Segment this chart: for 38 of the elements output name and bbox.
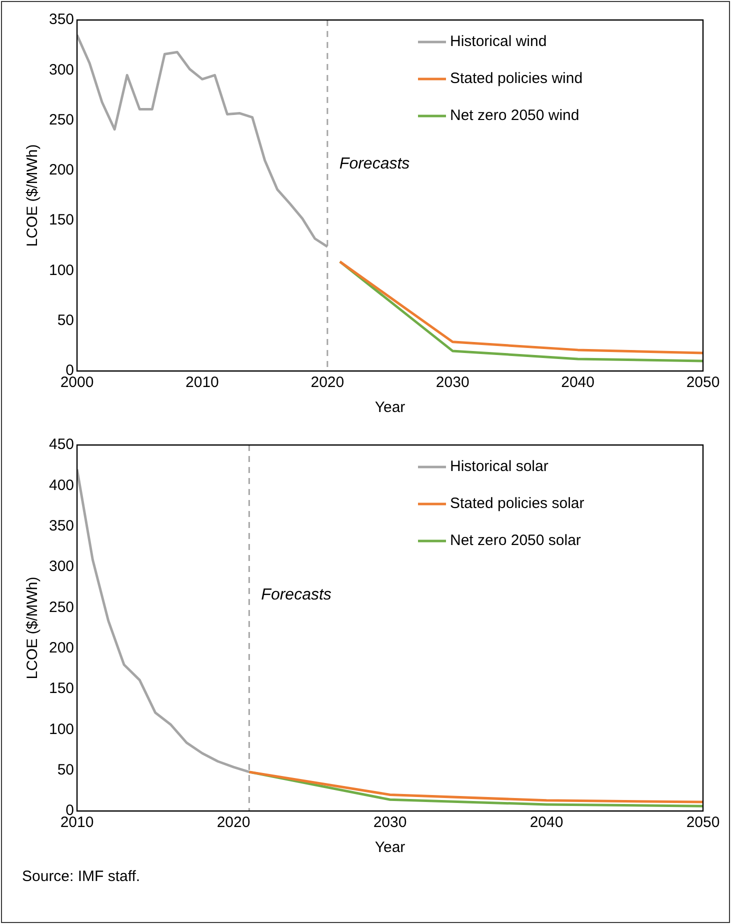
x-tick-label: 2030 (436, 374, 470, 392)
y-axis-title: LCOE ($/MWh) (24, 576, 42, 680)
y-tick-label: 200 (48, 162, 74, 179)
y-tick-label: 50 (57, 761, 74, 778)
x-tick-label: 2050 (686, 374, 720, 392)
legend-label: Historical solar (450, 458, 548, 476)
y-tick-label: 250 (48, 598, 74, 616)
y-tick-label: 350 (48, 11, 74, 28)
y-tick-label: 150 (48, 212, 74, 229)
y-axis-title: LCOE ($/MWh) (24, 144, 42, 247)
x-tick-label: 2020 (216, 814, 250, 832)
y-tick-label: 150 (48, 680, 74, 698)
x-tick-label: 2040 (561, 374, 594, 392)
x-tick-label: 2040 (530, 814, 564, 832)
source-note: Source: IMF staff. (22, 868, 140, 885)
legend-label: Historical wind (450, 33, 547, 50)
annotation: Forecasts (339, 155, 410, 172)
x-axis-title: Year (374, 399, 406, 416)
x-tick-label: 2010 (186, 374, 219, 392)
y-tick-label: 100 (48, 720, 74, 738)
y-tick-label: 400 (48, 476, 74, 494)
annotation: Forecasts (261, 586, 332, 604)
x-tick-label: 2020 (310, 374, 344, 392)
legend-label: Net zero 2050 wind (450, 107, 580, 124)
y-tick-label: 350 (48, 517, 74, 534)
legend-label: Net zero 2050 solar (450, 532, 581, 550)
x-tick-label: 2030 (373, 814, 407, 832)
y-tick-label: 50 (57, 312, 74, 329)
y-tick-label: 250 (48, 111, 74, 128)
y-tick-label: 450 (48, 436, 74, 454)
y-tick-label: 200 (48, 639, 74, 656)
x-axis-title: Year (374, 839, 406, 856)
x-tick-label: 2050 (686, 814, 720, 832)
legend-label: Stated policies solar (450, 495, 584, 512)
y-tick-label: 300 (48, 558, 74, 576)
y-tick-label: 300 (48, 61, 74, 78)
y-tick-label: 100 (48, 262, 74, 279)
legend-label: Stated policies wind (450, 70, 583, 88)
